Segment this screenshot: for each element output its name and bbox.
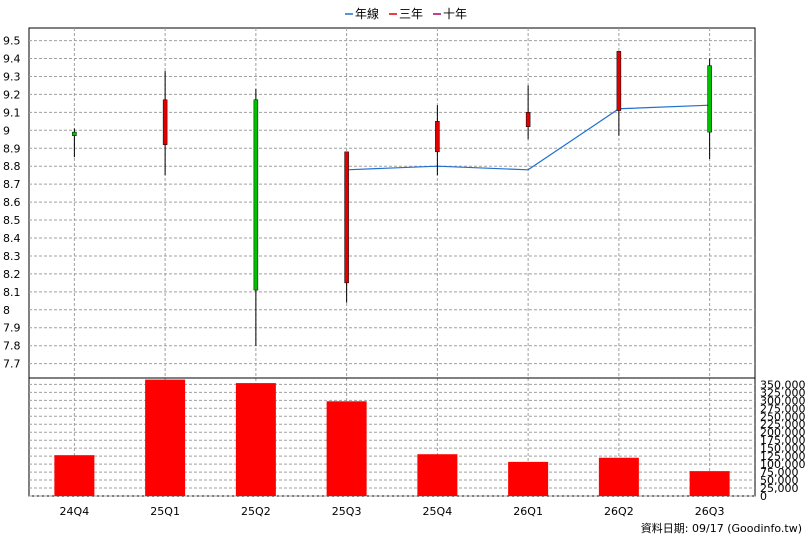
- price-tick-18: 9.5: [3, 35, 21, 48]
- volume-tick-0: 0: [760, 490, 767, 503]
- volume-tick-10: 250,000: [760, 410, 806, 423]
- footer: 資料日期: 09/17 (Goodinfo.tw): [641, 520, 802, 536]
- price-tick-13: 9: [3, 124, 10, 137]
- legend-label-2: 十年: [443, 7, 467, 21]
- candle-body-3: [344, 151, 349, 284]
- price-tick-1: 7.8: [3, 340, 21, 353]
- data-date-label: 資料日期: 09/17: [640, 522, 724, 535]
- candle-body-5: [525, 112, 531, 127]
- volume-bar-0: [54, 455, 95, 496]
- volume-bar-7: [689, 471, 730, 496]
- candle-body-0: [72, 131, 77, 136]
- x-tick-7: 26Q3: [695, 505, 725, 518]
- volume-tick-4: 100,000: [760, 458, 806, 471]
- volume-tick-7: 175,000: [760, 434, 806, 447]
- candle-body-7: [707, 65, 712, 133]
- volume-tick-12: 300,000: [760, 394, 806, 407]
- volume-tick-2: 50,000: [760, 474, 799, 487]
- volume-tick-9: 225,000: [760, 418, 806, 431]
- price-tick-9: 8.6: [3, 196, 21, 209]
- volume-frame: [28, 377, 756, 497]
- price-panel: 7.7 7.8 7.9 8 8.1 8.2 8.3 8.4 8.5 8.6 8.7 8.8 8.9 9 9.…: [3, 27, 756, 496]
- price-tick-4: 8.1: [3, 286, 21, 299]
- price-tick-12: 8.9: [3, 142, 21, 155]
- price-tick-6: 8.3: [3, 250, 21, 263]
- candle-body-1: [162, 99, 168, 145]
- source-label: (Goodinfo.tw): [727, 522, 802, 535]
- x-tick-2: 25Q2: [241, 505, 271, 518]
- volume-bar-2: [235, 383, 276, 496]
- volume-tick-8: 200,000: [760, 426, 806, 439]
- x-tick-0: 24Q4: [60, 505, 90, 518]
- price-frame: [28, 27, 756, 379]
- volume-tick-6: 150,000: [760, 442, 806, 455]
- candle-body-2: [253, 99, 259, 291]
- x-tick-3: 25Q3: [332, 505, 362, 518]
- volume-tick-11: 275,000: [760, 402, 806, 415]
- volume-panel: 025,00050,00075,000100,000125,000150,000…: [28, 377, 806, 503]
- price-tick-7: 8.4: [3, 232, 21, 245]
- price-tick-14: 9.1: [3, 106, 21, 119]
- price-tick-15: 9.2: [3, 88, 21, 101]
- volume-bar-4: [417, 454, 458, 496]
- legend-label-1: 三年: [399, 7, 423, 21]
- volume-tick-14: 350,000: [760, 378, 806, 391]
- legend-label-0: 年線: [355, 6, 379, 21]
- volume-bar-5: [508, 461, 549, 496]
- price-tick-3: 8: [3, 304, 10, 317]
- x-tick-4: 25Q4: [423, 505, 453, 518]
- price-tick-10: 8.7: [3, 178, 21, 191]
- legend: 年線 三年 十年: [345, 6, 467, 21]
- x-tick-6: 26Q2: [604, 505, 634, 518]
- volume-bar-3: [326, 401, 367, 496]
- price-tick-0: 7.7: [3, 358, 21, 371]
- volume-bar-1: [145, 379, 186, 496]
- price-tick-11: 8.8: [3, 160, 21, 173]
- volume-tick-1: 25,000: [760, 482, 799, 495]
- volume-tick-5: 125,000: [760, 450, 806, 463]
- candle-body-6: [616, 51, 622, 111]
- price-tick-8: 8.5: [3, 214, 21, 227]
- candle-body-4: [435, 121, 440, 153]
- price-tick-17: 9.4: [3, 53, 21, 66]
- x-axis: 24Q4 25Q1 25Q2 25Q3 25Q4 26Q1 26Q2 26Q3: [60, 505, 725, 518]
- volume-bar-6: [598, 457, 639, 496]
- x-tick-5: 26Q1: [513, 505, 543, 518]
- price-tick-16: 9.3: [3, 70, 21, 83]
- x-tick-1: 25Q1: [150, 505, 180, 518]
- price-tick-2: 7.9: [3, 322, 21, 335]
- volume-tick-3: 75,000: [760, 466, 799, 479]
- series-line-annual: [346, 104, 710, 171]
- price-tick-5: 8.2: [3, 268, 21, 281]
- volume-tick-13: 325,000: [760, 386, 806, 399]
